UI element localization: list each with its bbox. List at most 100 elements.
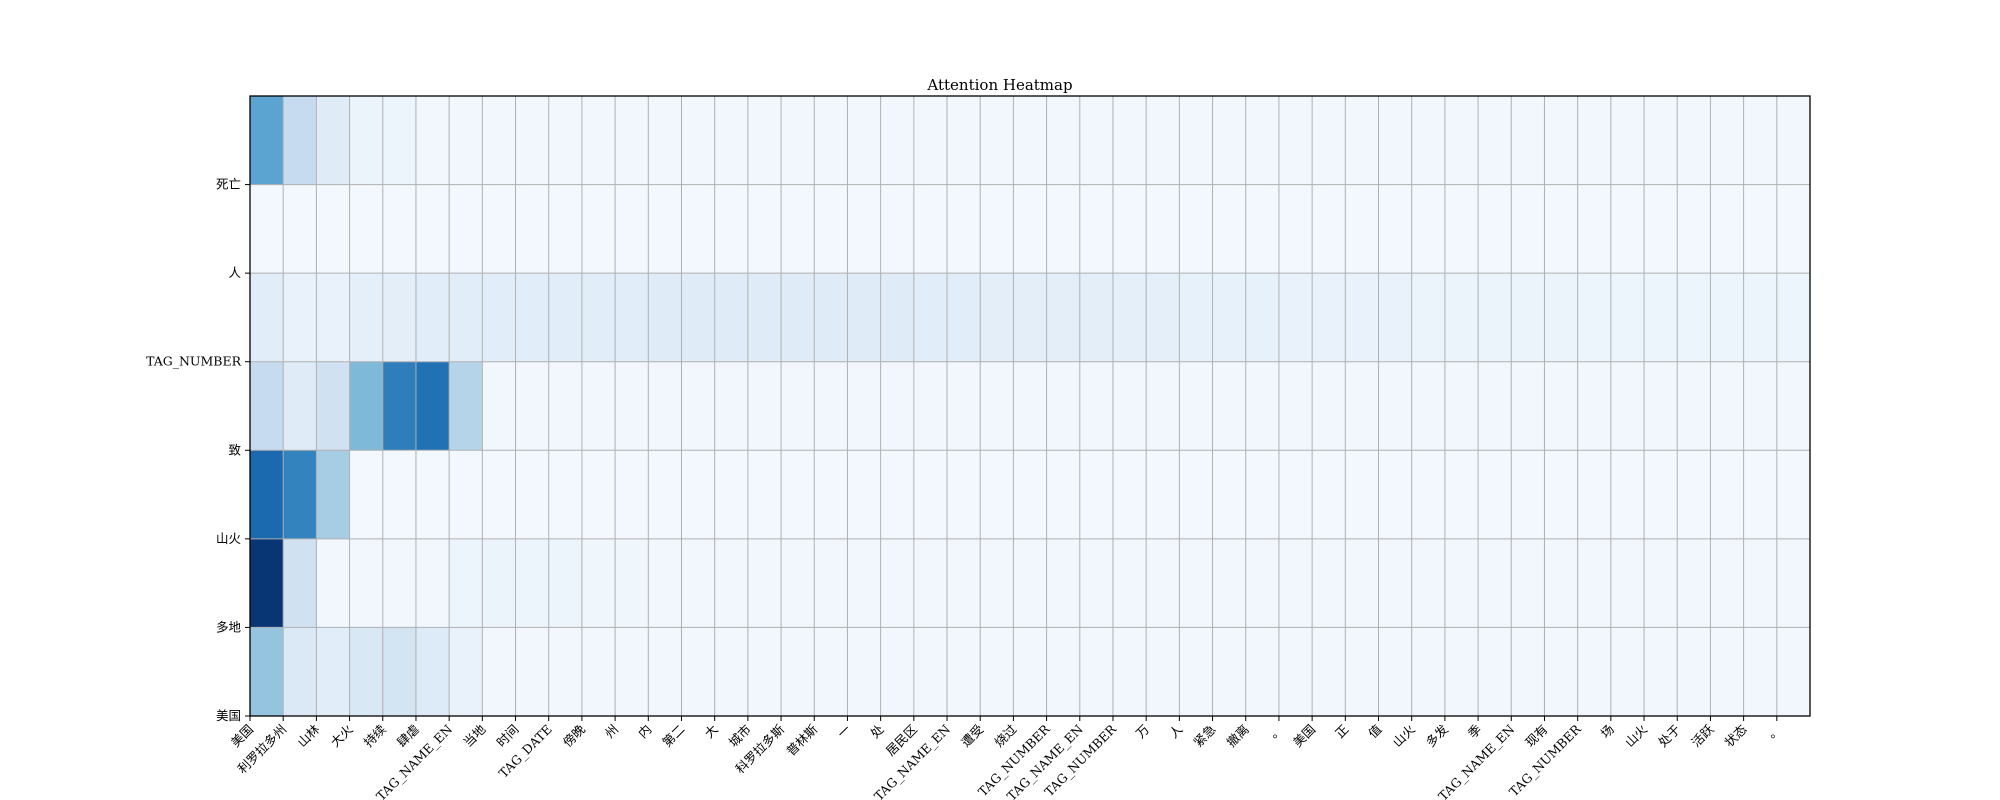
y-tick-label: 致 <box>228 442 241 457</box>
heatmap-cell <box>1278 538 1313 628</box>
heatmap-cell <box>814 184 848 274</box>
heatmap-cell <box>1245 627 1280 717</box>
heatmap-cell <box>283 96 317 186</box>
heatmap-cell <box>1544 450 1579 540</box>
heatmap-cell <box>681 450 716 540</box>
heatmap-cell <box>581 627 616 717</box>
heatmap-cell <box>1146 538 1180 628</box>
heatmap-cell <box>1677 184 1711 274</box>
heatmap-cell <box>747 450 782 540</box>
heatmap-cell <box>1743 96 1778 186</box>
heatmap-cell <box>1610 450 1645 540</box>
heatmap-cell <box>1677 273 1711 363</box>
heatmap-cell <box>1312 361 1346 451</box>
heatmap-cell <box>1743 184 1778 274</box>
heatmap-cell <box>648 273 682 363</box>
heatmap-cell <box>913 450 948 540</box>
heatmap-cell <box>1179 273 1214 363</box>
heatmap-cell <box>1577 450 1612 540</box>
heatmap-cell <box>1478 273 1512 363</box>
heatmap-cell <box>648 450 682 540</box>
heatmap-cell <box>1378 96 1413 186</box>
heatmap-cell <box>781 96 815 186</box>
heatmap-cell <box>1345 96 1380 186</box>
heatmap-cell <box>449 184 483 274</box>
heatmap-cell <box>1511 273 1545 363</box>
heatmap-cell <box>1544 273 1579 363</box>
heatmap-cell <box>1046 273 1081 363</box>
heatmap-cell <box>1610 273 1645 363</box>
heatmap-cell <box>1345 450 1380 540</box>
heatmap-cell <box>747 538 782 628</box>
heatmap-cell <box>1079 96 1114 186</box>
heatmap-cell <box>1345 184 1380 274</box>
heatmap-cell <box>1312 450 1346 540</box>
heatmap-cell <box>781 273 815 363</box>
heatmap-cell <box>283 184 317 274</box>
heatmap-cell <box>1245 273 1280 363</box>
heatmap-cell <box>250 184 284 274</box>
heatmap-cell <box>1146 450 1180 540</box>
heatmap-cell <box>814 96 848 186</box>
heatmap-cell <box>1411 361 1446 451</box>
heatmap-cell <box>947 450 981 540</box>
heatmap-cell <box>1776 273 1811 363</box>
heatmap-cell <box>615 184 649 274</box>
heatmap-cell <box>1378 450 1413 540</box>
heatmap-cell <box>316 273 351 363</box>
heatmap-cell <box>382 450 417 540</box>
heatmap-cell <box>1212 361 1247 451</box>
heatmap-cell <box>1511 450 1545 540</box>
heatmap-cell <box>781 450 815 540</box>
heatmap-cell <box>482 361 517 451</box>
heatmap-cell <box>349 361 384 451</box>
heatmap-cell <box>1411 450 1446 540</box>
heatmap-cell <box>449 96 483 186</box>
heatmap-cell <box>1644 538 1678 628</box>
heatmap-cell <box>1146 96 1180 186</box>
heatmap-cell <box>1146 273 1180 363</box>
heatmap-cell <box>1544 96 1579 186</box>
heatmap-cell <box>714 273 749 363</box>
heatmap-cell <box>1444 96 1479 186</box>
heatmap-cell <box>1013 450 1048 540</box>
heatmap-cell <box>1511 538 1545 628</box>
heatmap-cell <box>1179 627 1214 717</box>
heatmap-cell <box>349 184 384 274</box>
heatmap-cell <box>1411 96 1446 186</box>
heatmap-cell <box>581 450 616 540</box>
heatmap-cell <box>980 450 1014 540</box>
heatmap-cell <box>515 184 550 274</box>
heatmap-cell <box>1378 184 1413 274</box>
heatmap-cell <box>1411 538 1446 628</box>
heatmap-cell <box>947 184 981 274</box>
heatmap-cell <box>1013 361 1048 451</box>
heatmap-cell <box>1677 450 1711 540</box>
heatmap-cell <box>1478 450 1512 540</box>
heatmap-cell <box>515 273 550 363</box>
heatmap-cell <box>814 627 848 717</box>
heatmap-cell <box>1644 627 1678 717</box>
heatmap-cell <box>1478 184 1512 274</box>
heatmap-cell <box>1776 96 1811 186</box>
heatmap-cell <box>913 184 948 274</box>
heatmap-cell <box>913 273 948 363</box>
heatmap-cell <box>781 627 815 717</box>
heatmap-cell <box>548 538 583 628</box>
heatmap-cell <box>1112 184 1147 274</box>
heatmap-cell <box>1776 184 1811 274</box>
heatmap-cell <box>1079 450 1114 540</box>
heatmap-cell <box>880 361 915 451</box>
heatmap-cell <box>250 450 284 540</box>
heatmap-cell <box>1776 627 1811 717</box>
heatmap-cell <box>1278 627 1313 717</box>
heatmap-cell <box>449 450 483 540</box>
chart-title: Attention Heatmap <box>926 76 1072 94</box>
heatmap-cell <box>1444 538 1479 628</box>
heatmap-cell <box>947 627 981 717</box>
heatmap-cell <box>1312 96 1346 186</box>
heatmap-cell <box>980 96 1014 186</box>
heatmap-cell <box>515 450 550 540</box>
heatmap-cell <box>681 273 716 363</box>
heatmap-cell <box>1278 273 1313 363</box>
